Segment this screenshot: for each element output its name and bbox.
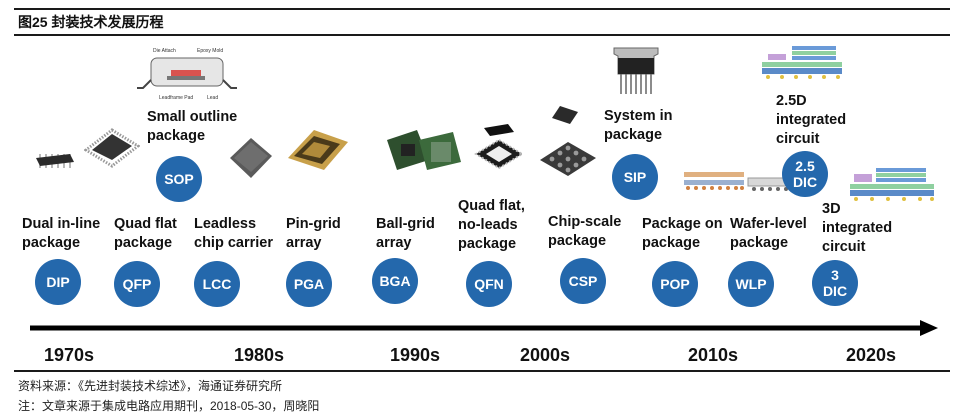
bga-badge: BGA bbox=[372, 258, 418, 304]
figure-title: 图25 封装技术发展历程 bbox=[18, 14, 164, 30]
sip-badge: SIP bbox=[612, 154, 658, 200]
pop-label: Package on package bbox=[642, 215, 723, 253]
decade-2010s: 2010s bbox=[688, 345, 739, 365]
qfn-badge: QFN bbox=[466, 261, 512, 307]
top-rule bbox=[14, 8, 950, 10]
qfn-label: Quad flat, no-leads package bbox=[458, 197, 525, 254]
dic3-stack-image bbox=[850, 168, 934, 201]
qfp-label-line-2: package bbox=[114, 235, 173, 251]
pop-label-line-1: Package on bbox=[642, 216, 723, 232]
sop-label: Small outline package bbox=[147, 108, 237, 146]
dip-label-line-2: package bbox=[22, 235, 81, 251]
qfp-label-line-1: Quad flat bbox=[114, 216, 177, 232]
dic25-label: 2.5D integrated circuit bbox=[776, 92, 846, 149]
csp-label-line-1: Chip-scale bbox=[548, 214, 622, 230]
decade-2000s: 2000s bbox=[520, 345, 571, 365]
pga-badge: PGA bbox=[286, 261, 332, 307]
lcc-badge: LCC bbox=[194, 261, 240, 307]
bottom-rule bbox=[14, 370, 950, 372]
qfp-badge: QFP bbox=[114, 261, 160, 307]
dic25-badge-line-1: 2.5 bbox=[795, 158, 815, 174]
qfn-label-line-3: package bbox=[458, 236, 517, 252]
dic3-label: 3D integrated circuit bbox=[822, 200, 892, 257]
pga-chip-image bbox=[288, 130, 348, 170]
csp-label: Chip-scale package bbox=[548, 213, 621, 251]
footnote: 注：文章来源于集成电路应用期刊，2018-05-30，周晓阳 bbox=[18, 399, 320, 413]
csp-label-line-2: package bbox=[548, 233, 607, 249]
sip-label-line-2: package bbox=[604, 127, 663, 143]
qfn-label-line-1: Quad flat, bbox=[458, 198, 525, 214]
qfp-label: Quad flat package bbox=[114, 215, 177, 253]
sop-label-line-2: package bbox=[147, 128, 206, 144]
dic25-stack-image bbox=[762, 46, 842, 79]
sip-label: System in package bbox=[604, 107, 673, 145]
decade-1980s: 1980s bbox=[234, 345, 285, 365]
svg-text:Lead: Lead bbox=[207, 95, 218, 101]
dic3-label-line-1: 3D bbox=[822, 201, 841, 217]
wlp-label: Wafer-level package bbox=[730, 215, 807, 253]
dic25-label-line-1: 2.5D bbox=[776, 93, 807, 109]
lcc-label-line-1: Leadless bbox=[194, 216, 257, 232]
svg-text:Epoxy Mold: Epoxy Mold bbox=[197, 48, 223, 54]
dic3-label-line-2: integrated bbox=[822, 220, 893, 236]
decade-1990s: 1990s bbox=[390, 345, 441, 365]
svg-text:Leadframe Pad: Leadframe Pad bbox=[159, 95, 193, 101]
pop-label-line-2: package bbox=[642, 235, 701, 251]
pga-label-line-1: Pin-grid bbox=[286, 216, 341, 232]
dip-label: Dual in-line package bbox=[22, 215, 100, 253]
dic25-label-line-2: integrated bbox=[776, 112, 847, 128]
lcc-chip-image bbox=[230, 138, 272, 178]
sop-badge: SOP bbox=[156, 156, 202, 202]
sip-module-image bbox=[613, 47, 659, 94]
bga-chips-image bbox=[387, 130, 461, 170]
dic25-badge: 2.5 DIC bbox=[782, 151, 828, 197]
csp-chips-image bbox=[540, 106, 596, 176]
dip-badge: DIP bbox=[35, 259, 81, 305]
pga-label: Pin-grid array bbox=[286, 215, 341, 253]
pop-badge: POP bbox=[652, 261, 698, 307]
dic25-label-line-3: circuit bbox=[776, 131, 820, 147]
dic25-badge-line-2: DIC bbox=[792, 174, 818, 190]
bga-label-line-1: Ball-grid bbox=[376, 216, 435, 232]
lcc-label: Leadless chip carrier bbox=[194, 215, 273, 253]
sop-cross-section-image: Die Attach Epoxy Mold Leadframe Pad Lead bbox=[137, 48, 237, 101]
source-note: 资料来源：《先进封装技术综述》，海通证券研究所 bbox=[18, 379, 283, 393]
pop-stack-image bbox=[684, 172, 744, 190]
decade-2020s: 2020s bbox=[846, 345, 897, 365]
timeline-arrow bbox=[30, 320, 938, 336]
bga-label-line-2: array bbox=[376, 235, 412, 251]
pga-label-line-2: array bbox=[286, 235, 322, 251]
dic3-badge: 3 DIC bbox=[812, 260, 858, 306]
csp-badge: CSP bbox=[560, 258, 606, 304]
sip-label-line-1: System in bbox=[604, 108, 673, 124]
wlp-label-line-2: package bbox=[730, 235, 789, 251]
dic3-badge-line-2: DIC bbox=[822, 283, 848, 299]
qfn-label-line-2: no-leads bbox=[458, 217, 518, 233]
qfn-chips-image bbox=[474, 124, 524, 170]
wlp-label-line-1: Wafer-level bbox=[730, 216, 807, 232]
title-rule bbox=[14, 34, 950, 36]
lcc-label-line-2: chip carrier bbox=[194, 235, 273, 251]
wlp-badge: WLP bbox=[728, 261, 774, 307]
sop-label-line-1: Small outline bbox=[147, 109, 238, 125]
dic3-label-line-3: circuit bbox=[822, 239, 866, 255]
dip-chip-image bbox=[36, 154, 74, 168]
svg-text:Die Attach: Die Attach bbox=[153, 48, 176, 54]
decade-1970s: 1970s bbox=[44, 345, 95, 365]
dip-label-line-1: Dual in-line bbox=[22, 216, 101, 232]
qfp-chip-image bbox=[84, 128, 140, 168]
dic3-badge-line-1: 3 bbox=[831, 267, 839, 283]
bga-label: Ball-grid array bbox=[376, 215, 435, 253]
